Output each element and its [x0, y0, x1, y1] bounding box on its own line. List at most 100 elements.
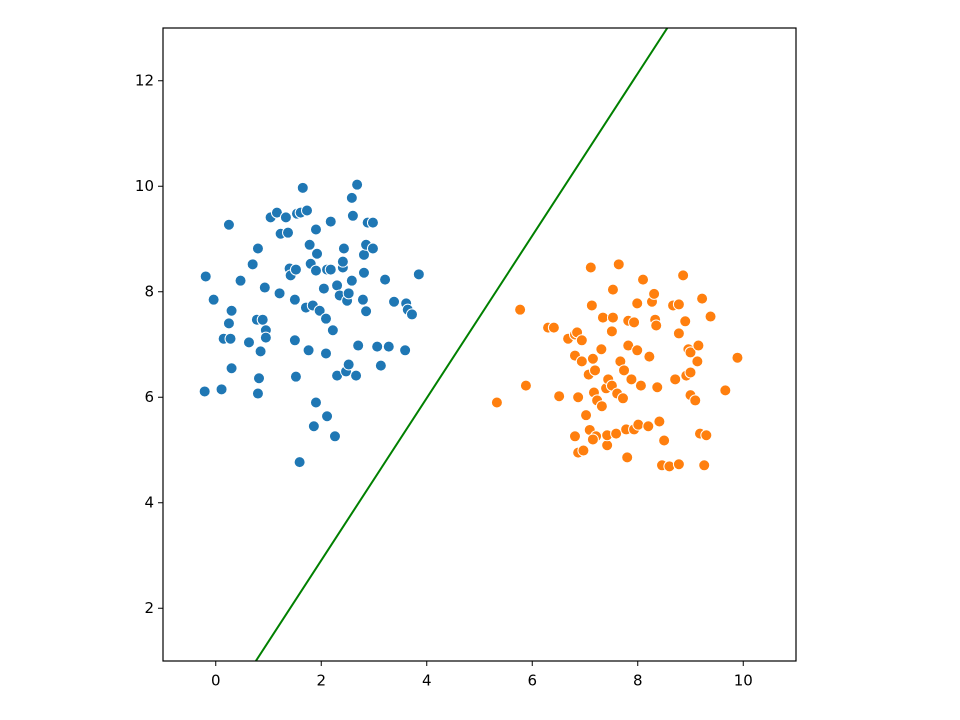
point [307, 420, 320, 433]
x-tick-label: 6 [527, 672, 537, 690]
point [366, 216, 379, 229]
point [254, 345, 267, 358]
point [610, 427, 623, 440]
point [199, 270, 212, 283]
y-tick-label: 2 [144, 599, 154, 617]
y-tick-label: 8 [144, 282, 154, 300]
point [293, 456, 306, 469]
point [585, 299, 598, 312]
point [605, 325, 618, 338]
point [342, 287, 355, 300]
point [313, 304, 326, 317]
point [301, 204, 314, 217]
point [309, 223, 322, 236]
point [234, 274, 247, 287]
point [360, 305, 373, 318]
point [490, 396, 503, 409]
point [337, 242, 350, 255]
point [586, 352, 599, 365]
point [242, 336, 255, 349]
point [309, 396, 322, 409]
x-tick-label: 8 [633, 672, 643, 690]
point [288, 293, 301, 306]
point [589, 364, 602, 377]
point [328, 430, 341, 443]
point [643, 350, 656, 363]
point [684, 346, 697, 359]
point [321, 410, 334, 423]
point [224, 332, 237, 345]
point [222, 317, 235, 330]
point [575, 334, 588, 347]
point [246, 258, 259, 271]
separating-line [255, 28, 669, 661]
point [689, 394, 702, 407]
point [303, 238, 316, 251]
point [572, 391, 585, 404]
point [379, 273, 392, 286]
point [637, 273, 650, 286]
point [258, 281, 271, 294]
point [251, 242, 264, 255]
x-tick-label: 10 [734, 672, 753, 690]
point [692, 339, 705, 352]
point [553, 390, 566, 403]
point [289, 263, 302, 276]
point [632, 418, 645, 431]
point [658, 434, 671, 447]
point [207, 293, 220, 306]
point [356, 293, 369, 306]
point [289, 370, 302, 383]
point [595, 400, 608, 413]
x-tick-label: 0 [211, 672, 221, 690]
point [259, 331, 272, 344]
x-tick-label: 4 [422, 672, 432, 690]
point [331, 279, 344, 292]
point [631, 344, 644, 357]
point [319, 312, 332, 325]
point [324, 215, 337, 228]
y-tick-label: 10 [135, 177, 154, 195]
point [612, 258, 625, 271]
point [382, 340, 395, 353]
point [650, 319, 663, 332]
point [345, 191, 358, 204]
point [634, 379, 647, 392]
point [601, 439, 614, 452]
point [296, 181, 309, 194]
point [215, 383, 228, 396]
point [669, 373, 682, 386]
point [625, 373, 638, 386]
point [251, 387, 264, 400]
point [679, 315, 692, 328]
y-tick-label: 4 [144, 493, 154, 511]
point [317, 282, 330, 295]
point [350, 369, 363, 382]
point [346, 209, 359, 222]
point [198, 385, 211, 398]
point [584, 261, 597, 274]
point [324, 263, 337, 276]
point [225, 304, 238, 317]
point [696, 292, 709, 305]
y-tick-label: 12 [135, 71, 154, 89]
point [342, 358, 355, 371]
point [731, 351, 744, 364]
point [345, 274, 358, 287]
point [648, 287, 661, 300]
y-tick-label: 6 [144, 388, 154, 406]
point [366, 242, 379, 255]
x-tick-label: 2 [316, 672, 326, 690]
point [256, 313, 269, 326]
point [596, 311, 609, 324]
point [616, 392, 629, 405]
point [514, 303, 527, 316]
point [357, 266, 370, 279]
point [351, 178, 364, 191]
point [309, 264, 322, 277]
point [672, 298, 685, 311]
point [568, 430, 581, 443]
point [388, 295, 401, 308]
